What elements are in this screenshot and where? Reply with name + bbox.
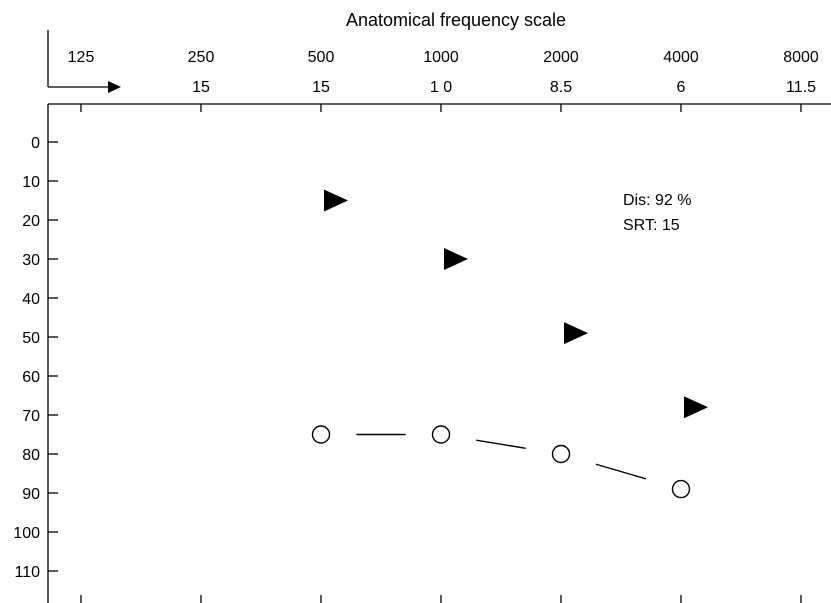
y-tick-label: 70 [22, 408, 40, 425]
y-tick-label: 20 [22, 213, 40, 230]
triangle-marker [444, 248, 468, 270]
secondary-label: 15 [312, 79, 330, 96]
annotation-srt: SRT: 15 [623, 217, 680, 234]
y-tick-label: 30 [22, 252, 40, 269]
annotation-dis: Dis: 92 % [623, 192, 691, 209]
secondary-label: 6 [677, 79, 686, 96]
secondary-label: 15 [192, 79, 210, 96]
x-tick-label: 2000 [543, 49, 579, 66]
data-markers [311, 189, 708, 499]
circle-marker [551, 444, 571, 464]
y-tick-labels: 0 10 20 30 40 50 60 70 80 90 100 110 [13, 135, 40, 581]
y-tick-label: 100 [13, 525, 40, 542]
circle-marker [431, 425, 451, 444]
x-tick-label: 125 [68, 49, 95, 66]
x-tick-label: 8000 [783, 49, 819, 66]
triangle-marker [684, 396, 708, 419]
x-bottom-ticks [80, 595, 802, 603]
x-top-ticks [80, 104, 802, 112]
connector-line [476, 439, 526, 449]
x-tick-label: 4000 [663, 49, 699, 66]
y-tick-label: 80 [22, 447, 40, 464]
secondary-label: 8.5 [550, 79, 572, 96]
triangle-marker [564, 322, 588, 345]
y-tick-label: 40 [22, 291, 40, 308]
x-tick-labels: 125250500100020004000800016000 [68, 49, 819, 66]
y-tick-label: 0 [31, 135, 40, 152]
triangle-marker [324, 189, 348, 212]
x-tick-label: 500 [308, 49, 335, 66]
y-tick-label: 90 [22, 486, 40, 503]
y-ticks [48, 141, 58, 572]
x-tick-label: 1000 [423, 49, 459, 66]
circle-marker [671, 479, 691, 499]
y-tick-label: 50 [22, 330, 40, 347]
connector-lines [356, 433, 647, 480]
x-tick-label: 250 [188, 49, 215, 66]
y-tick-label: 10 [22, 174, 40, 191]
chart-title: Anatomical frequency scale [346, 10, 566, 30]
circle-marker [311, 425, 331, 444]
connector-line [595, 463, 647, 480]
secondary-label: 1 0 [430, 79, 452, 96]
corner-arrowhead-icon [108, 81, 121, 93]
y-tick-label: 60 [22, 369, 40, 386]
secondary-labels: 15 15 1 0 8.5 6 11.5 [192, 79, 816, 96]
y-tick-label: 110 [14, 564, 40, 581]
secondary-label: 11.5 [786, 79, 816, 96]
